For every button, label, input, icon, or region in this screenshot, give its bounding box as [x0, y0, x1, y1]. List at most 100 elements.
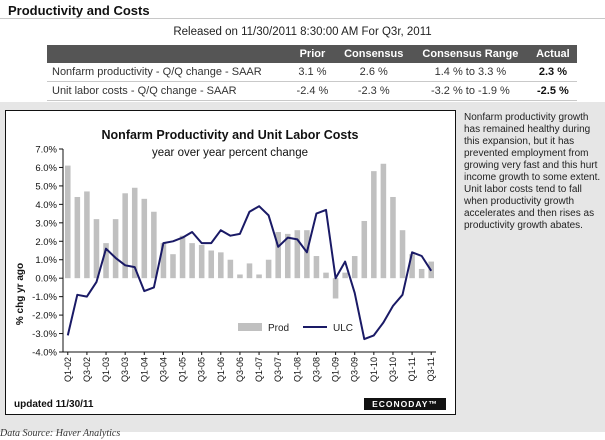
- legend-prod-swatch: [238, 323, 262, 331]
- prod-bar: [208, 250, 215, 279]
- page-title: Productivity and Costs: [8, 3, 150, 18]
- prod-bar: [294, 230, 301, 279]
- x-tick-label: Q3-03: [120, 357, 130, 382]
- prod-bar: [332, 278, 339, 299]
- row-prior: -2.4 %: [289, 81, 336, 101]
- legend-prod-label: Prod: [268, 323, 289, 334]
- prod-bar: [342, 272, 348, 279]
- row-consensus: -2.3 %: [335, 81, 412, 101]
- commentary-text: Nonfarm productivity growth has remained…: [464, 112, 601, 231]
- x-tick-label: Q3-06: [235, 357, 245, 382]
- prod-bar: [218, 252, 224, 279]
- prod-bar: [390, 196, 396, 279]
- row-range: 1.4 % to 3.3 %: [411, 63, 529, 82]
- prod-bar: [361, 220, 368, 279]
- x-tick-label: Q1-11: [407, 357, 417, 381]
- x-tick-label: Q1-03: [101, 357, 111, 382]
- prod-bar: [141, 198, 148, 279]
- row-name: Nonfarm productivity - Q/Q change - SAAR: [47, 63, 290, 82]
- row-range: -3.2 % to -1.9 %: [411, 81, 529, 101]
- header-consensus: Consensus: [335, 45, 412, 63]
- prod-bar: [112, 219, 119, 279]
- y-tick-label: 0.0%: [35, 274, 57, 285]
- x-tick-label: Q1-06: [216, 357, 226, 382]
- prod-bar: [284, 233, 291, 279]
- prod-bar: [227, 259, 234, 279]
- x-tick-label: Q1-10: [369, 357, 379, 382]
- y-tick-label: 1.0%: [35, 255, 57, 266]
- data-source: Data Source: Haver Analytics: [0, 428, 121, 439]
- row-name: Unit labor costs - Q/Q change - SAAR: [47, 81, 290, 101]
- x-tick-label: Q3-04: [158, 357, 168, 382]
- release-line: Released on 11/30/2011 8:30:00 AM For Q3…: [173, 26, 432, 38]
- header-prior: Prior: [289, 45, 336, 63]
- x-tick-label: Q3-02: [82, 357, 92, 382]
- header-indicator: [47, 45, 290, 63]
- prod-bar: [103, 243, 109, 279]
- prod-bar: [160, 243, 167, 279]
- x-tick-label: Q1-02: [63, 357, 73, 382]
- prod-bar: [151, 211, 157, 279]
- title-divider: [0, 18, 605, 19]
- row-actual: -2.5 %: [528, 81, 577, 101]
- prod-bar: [237, 274, 243, 279]
- y-axis-label: % chg yr ago: [15, 263, 26, 325]
- y-tick-label: 7.0%: [35, 145, 57, 156]
- y-tick-label: 6.0%: [35, 163, 57, 174]
- prod-bar: [409, 254, 415, 279]
- row-prior: 3.1 %: [289, 63, 336, 82]
- prod-bar: [246, 263, 253, 279]
- prod-bar: [131, 187, 138, 279]
- x-tick-label: Q1-08: [292, 357, 302, 382]
- prod-bar: [65, 165, 71, 279]
- econoday-logo-box: [364, 398, 446, 410]
- prod-bar: [170, 254, 176, 279]
- header-actual: Actual: [528, 45, 577, 63]
- y-tick-label: -3.0%: [32, 329, 57, 340]
- productivity-ulc-chart: Nonfarm Productivity and Unit Labor Cost…: [14, 128, 446, 410]
- prod-bar: [313, 256, 320, 279]
- prod-bar: [179, 235, 186, 279]
- prod-bar: [265, 259, 272, 279]
- prod-bar: [380, 163, 387, 279]
- prod-bar: [74, 196, 81, 279]
- row-actual: 2.3 %: [528, 63, 577, 82]
- prod-bar: [275, 232, 281, 279]
- prod-bar: [418, 268, 425, 279]
- x-tick-label: Q3-08: [311, 357, 321, 382]
- y-tick-label: 5.0%: [35, 181, 57, 192]
- table-header-row: Prior Consensus Consensus Range Actual: [47, 45, 577, 63]
- chart-frame: Nonfarm Productivity and Unit Labor Cost…: [5, 110, 456, 415]
- x-tick-label: Q3-07: [273, 357, 283, 382]
- y-tick-label: 3.0%: [35, 218, 57, 229]
- chart-subtitle: year over year percent change: [152, 147, 308, 159]
- prod-bar: [84, 191, 90, 279]
- row-consensus: 2.6 %: [335, 63, 412, 82]
- header-consensus-range: Consensus Range: [411, 45, 529, 63]
- x-tick-label: Q3-05: [197, 357, 207, 382]
- prod-bar: [189, 243, 195, 279]
- chart-legend: Prod ULC: [238, 323, 353, 334]
- y-tick-label: 2.0%: [35, 237, 57, 248]
- table-row: Unit labor costs - Q/Q change - SAAR -2.…: [47, 81, 577, 101]
- y-tick-label: 4.0%: [35, 200, 57, 211]
- prod-bar: [399, 230, 406, 279]
- prod-bar: [93, 219, 100, 279]
- updated-label: updated 11/30/11: [14, 399, 94, 410]
- ulc-line: [66, 205, 433, 341]
- prod-bar: [198, 244, 205, 279]
- prod-bar: [304, 230, 310, 279]
- prod-bar: [371, 171, 377, 279]
- x-tick-label: Q3-11: [426, 357, 436, 381]
- y-tick-label: -4.0%: [32, 348, 57, 359]
- prod-bar: [256, 274, 262, 279]
- x-tick-label: Q3-09: [350, 357, 360, 382]
- consensus-table: Prior Consensus Consensus Range Actual N…: [47, 45, 577, 101]
- table-row: Nonfarm productivity - Q/Q change - SAAR…: [47, 63, 577, 82]
- prod-bar: [122, 193, 128, 279]
- x-tick-label: Q1-04: [139, 357, 149, 382]
- x-tick-label: Q1-09: [331, 357, 341, 382]
- y-tick-label: -2.0%: [32, 311, 57, 322]
- econoday-logo: ECONODAY™: [372, 399, 438, 409]
- x-tick-label: Q1-07: [254, 357, 264, 382]
